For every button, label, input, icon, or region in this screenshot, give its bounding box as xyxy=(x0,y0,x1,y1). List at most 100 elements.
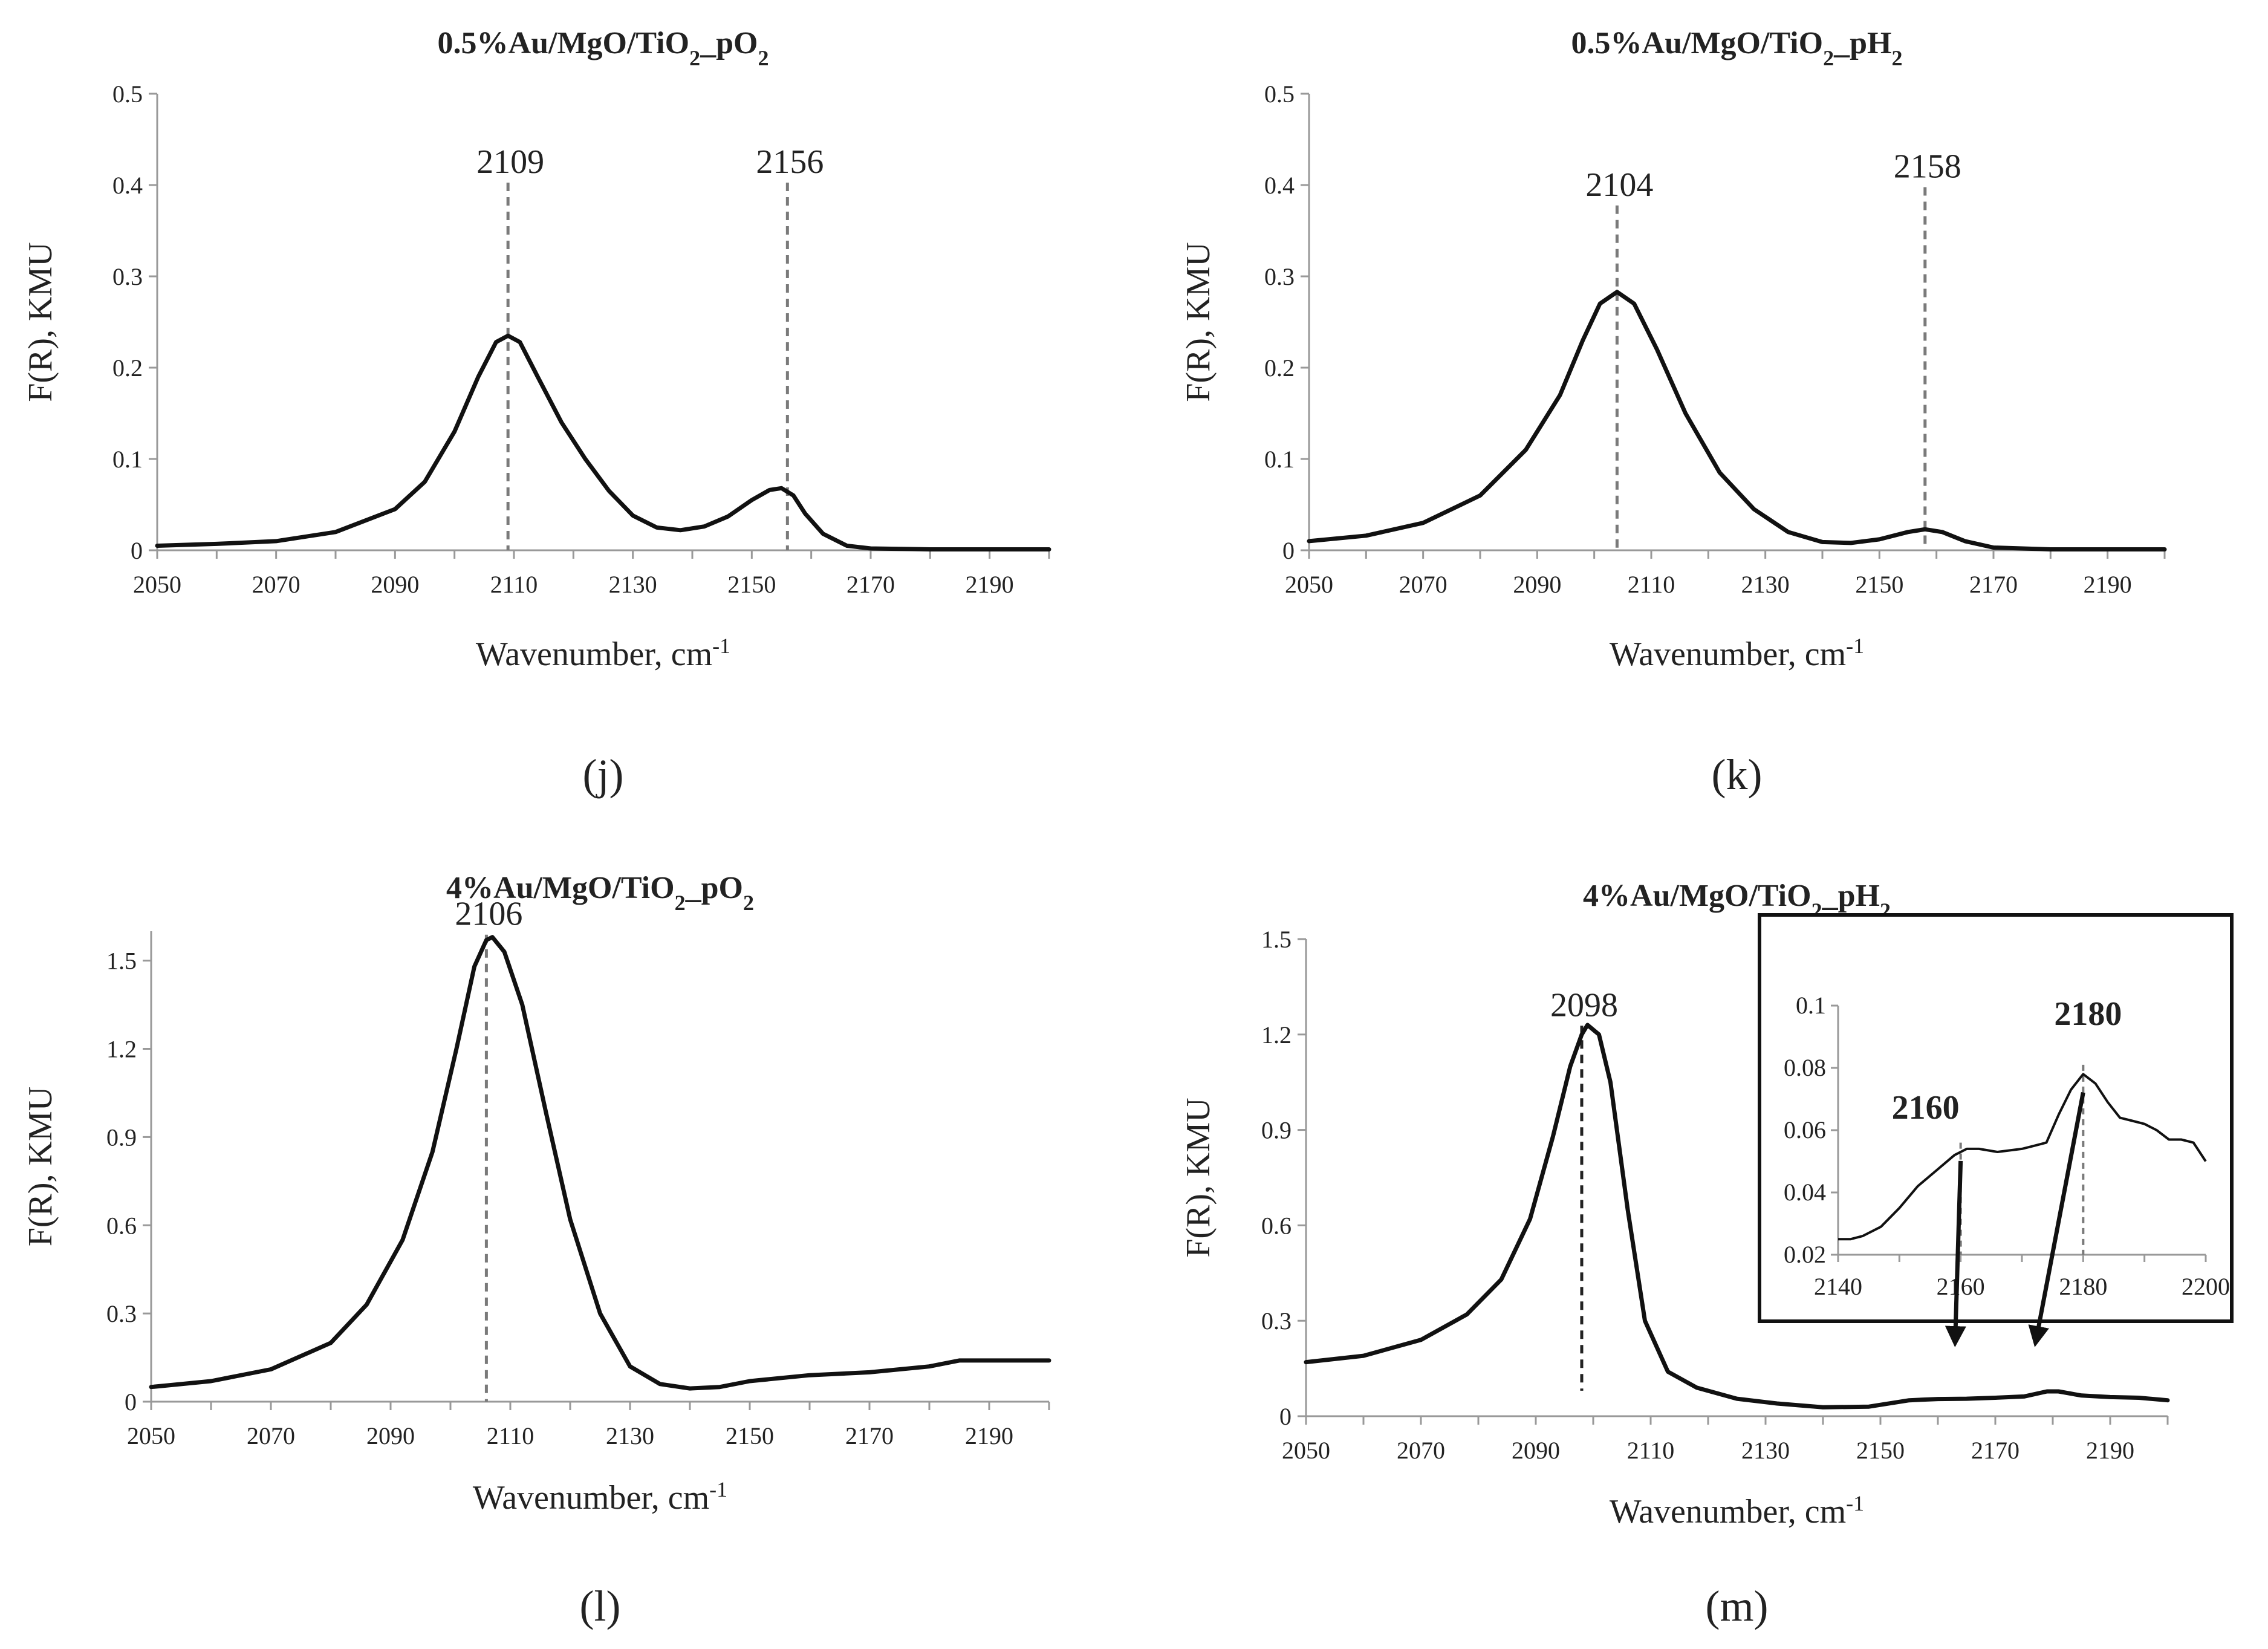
peak-label: 2158 xyxy=(1894,148,1961,186)
x-tick-label: 2130 xyxy=(1741,1437,1790,1464)
inset-x-tick-label: 2160 xyxy=(1937,1273,1985,1300)
y-tick-label: 0.1 xyxy=(112,446,143,473)
y-tick-label: 0 xyxy=(131,537,143,564)
x-tick-label: 2050 xyxy=(127,1422,175,1449)
x-axis-label: Wavenumber, cm-1 xyxy=(1610,1491,1864,1530)
y-tick-label: 0.2 xyxy=(112,354,143,382)
x-tick-label: 2170 xyxy=(1969,571,2018,598)
inset-x-tick-label: 2200 xyxy=(2182,1273,2230,1300)
y-tick-label: 0.6 xyxy=(106,1212,137,1239)
inset-data-series-line xyxy=(1838,1073,2207,1241)
y-tick-label: 0.4 xyxy=(1264,172,1295,199)
y-axis-label: F(R), KMU xyxy=(22,1087,59,1246)
x-axis-label-superscript: -1 xyxy=(709,1477,727,1501)
x-tick-label: 2190 xyxy=(2084,571,2132,598)
inset-callout-arrow xyxy=(2028,1091,2085,1347)
x-axis-label: Wavenumber, cm-1 xyxy=(476,634,730,673)
panel-label: (m) xyxy=(1706,1582,1769,1630)
chart-title-subscript: 2 xyxy=(743,891,754,915)
x-tick-label: 2110 xyxy=(487,1422,535,1449)
y-tick-label: 1.5 xyxy=(106,948,137,975)
peak-label: 2098 xyxy=(1550,986,1618,1024)
y-tick-label: 0.4 xyxy=(112,172,143,199)
x-axis-label-text: Wavenumber, cm xyxy=(473,1479,709,1517)
panel-label: (j) xyxy=(583,750,624,799)
y-tick-label: 0.1 xyxy=(1264,446,1295,473)
x-tick-label: 2070 xyxy=(1399,571,1448,598)
x-axis-label: Wavenumber, cm-1 xyxy=(473,1477,727,1517)
chart-title-subscript: 2 xyxy=(1891,46,1902,70)
x-tick-label: 2070 xyxy=(1397,1437,1445,1464)
peak-label: 2156 xyxy=(756,143,824,181)
y-axis-label: F(R), KMU xyxy=(22,242,59,402)
inset-frame xyxy=(1758,913,2234,1323)
y-tick-label: 1.5 xyxy=(1261,926,1292,953)
y-tick-label: 0.3 xyxy=(112,263,143,290)
x-axis-label-superscript: -1 xyxy=(1846,634,1864,658)
x-axis-label-superscript: -1 xyxy=(712,634,730,658)
inset-x-tick-label: 2140 xyxy=(1814,1273,1862,1300)
chart-title-tail: _pH xyxy=(1833,26,1891,60)
chart-title-main: 0.5%Au/MgO/TiO xyxy=(438,26,690,60)
y-tick-label: 0 xyxy=(1279,1403,1292,1430)
x-tick-label: 2090 xyxy=(1513,571,1561,598)
inset-y-tick-label: 0.04 xyxy=(1784,1179,1826,1206)
data-series-line xyxy=(1304,1023,2170,1410)
y-tick-label: 0.5 xyxy=(1264,80,1295,108)
x-axis-label-text: Wavenumber, cm xyxy=(476,636,712,673)
y-tick-label: 0.3 xyxy=(1261,1307,1292,1335)
x-tick-label: 2170 xyxy=(846,571,895,598)
inset-y-tick-label: 0.1 xyxy=(1796,992,1826,1019)
chart-title-subscript: 2 xyxy=(675,891,686,915)
x-axis-label-text: Wavenumber, cm xyxy=(1610,1493,1846,1530)
peak-label: 2109 xyxy=(476,143,544,181)
x-tick-label: 2050 xyxy=(1282,1437,1330,1464)
inset-x-tick-label: 2180 xyxy=(2059,1273,2107,1300)
chart-title-main: 0.5%Au/MgO/TiO xyxy=(1571,26,1824,60)
y-tick-label: 0 xyxy=(1282,537,1295,564)
y-tick-label: 1.2 xyxy=(1261,1021,1292,1049)
data-series-line xyxy=(155,333,1051,551)
inset-peak-label: 2180 xyxy=(2054,995,2122,1033)
x-tick-label: 2110 xyxy=(1628,571,1675,598)
inset-chart: 0.02 0.04 0.06 0.08 0.1 2140 2160 2180 2200 2160 2… xyxy=(1758,913,2234,1323)
y-tick-label: 0.3 xyxy=(1264,263,1295,290)
x-tick-label: 2090 xyxy=(366,1422,415,1449)
y-axis-label: F(R), KMU xyxy=(1180,242,1217,402)
x-tick-label: 2070 xyxy=(247,1422,295,1449)
data-series-line xyxy=(149,935,1051,1391)
y-tick-label: 0.9 xyxy=(106,1124,137,1151)
chart-title: 4%Au/MgO/TiO2_pH2 xyxy=(1583,879,1891,923)
peak-label: 2104 xyxy=(1585,166,1653,204)
y-axis-label: F(R), KMU xyxy=(1180,1098,1217,1257)
chart-title-subscript: 2 xyxy=(1823,46,1834,70)
chart-title-main: 4%Au/MgO/TiO xyxy=(1583,879,1811,913)
x-tick-label: 2170 xyxy=(1971,1437,2019,1464)
x-tick-label: 2150 xyxy=(1855,571,1903,598)
inset-peak-label: 2160 xyxy=(1892,1089,1960,1127)
x-tick-label: 2130 xyxy=(1741,571,1790,598)
x-tick-label: 2130 xyxy=(609,571,657,598)
x-tick-label: 2050 xyxy=(1285,571,1333,598)
inset-callout-arrow xyxy=(1945,1160,1966,1348)
inset-y-tick-label: 0.08 xyxy=(1784,1054,1826,1081)
x-tick-label: 2090 xyxy=(371,571,419,598)
panel-label: (l) xyxy=(580,1582,621,1630)
x-tick-label: 2150 xyxy=(727,571,776,598)
chart-title-tail: _pO xyxy=(700,26,758,60)
chart-title-tail: _pO xyxy=(685,871,743,905)
y-tick-label: 0 xyxy=(125,1388,137,1416)
chart-title: 4%Au/MgO/TiO2_pO2 xyxy=(446,871,754,915)
x-tick-label: 2150 xyxy=(726,1422,774,1449)
chart-panel-m: 4%Au/MgO/TiO2_pH2 0 0.3 0.6 0.9 1.2 1.5 2050 207… xyxy=(1180,879,2234,1630)
x-tick-label: 2170 xyxy=(845,1422,894,1449)
x-tick-label: 2150 xyxy=(1856,1437,1905,1464)
x-axis-label-text: Wavenumber, cm xyxy=(1610,636,1846,673)
chart-title-main: 4%Au/MgO/TiO xyxy=(446,871,675,905)
y-tick-label: 0.6 xyxy=(1261,1212,1292,1239)
y-tick-label: 0.2 xyxy=(1264,354,1295,382)
y-tick-label: 0.5 xyxy=(112,80,143,108)
